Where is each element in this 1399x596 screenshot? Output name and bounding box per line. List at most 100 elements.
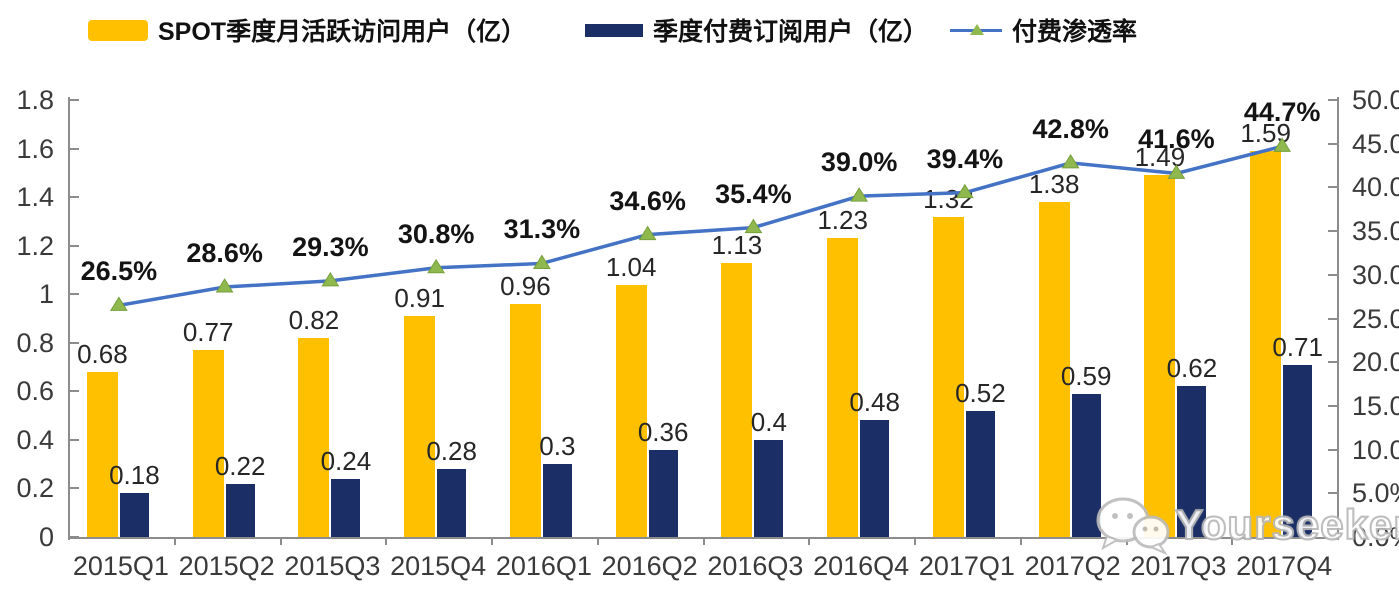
legend-item-penetration: 付费渗透率	[950, 12, 1137, 48]
triangle-marker-icon	[850, 187, 869, 202]
bar-subscribers-value-label: 0.36	[637, 416, 689, 447]
bar-mau-value-label: 0.82	[288, 304, 340, 335]
penetration-value-label: 41.6%	[1138, 124, 1215, 155]
x-axis-tick	[596, 537, 599, 545]
bar-mau	[721, 262, 753, 537]
y-axis-left-tick	[68, 536, 79, 538]
bar-mau	[615, 284, 647, 537]
bar-subscribers	[648, 449, 678, 537]
y-axis-left-tick	[68, 341, 79, 344]
y-axis-left-label: 0.6	[16, 376, 54, 407]
bar-mau-value-label: 1.32	[923, 183, 974, 214]
penetration-value-label: 39.4%	[926, 143, 1004, 174]
x-axis-tick	[173, 537, 176, 545]
y-axis-right-label: 20.0%	[1352, 347, 1399, 378]
bar-subscribers	[331, 478, 361, 537]
bar-mau-value-label: 0.96	[500, 270, 551, 301]
y-axis-left-tick	[68, 438, 79, 441]
y-axis-right-label: 0.0%	[1352, 522, 1399, 552]
bar-subscribers	[1071, 393, 1101, 537]
penetration-value-label: 28.6%	[186, 238, 263, 269]
y-axis-right	[1337, 97, 1339, 540]
y-axis-right-tick	[1328, 536, 1338, 538]
x-axis-label: 2015Q4	[390, 551, 487, 581]
bar-subscribers-value-label: 0.18	[109, 460, 160, 491]
legend-item-mau: SPOT季度月活跃访问用户（亿）	[88, 12, 526, 48]
x-axis-label: 2017Q4	[1236, 551, 1333, 581]
y-axis-left-tick	[68, 147, 79, 150]
y-axis-right-tick	[1328, 361, 1338, 364]
y-axis-left-tick	[68, 196, 79, 199]
y-axis-right-tick	[1328, 273, 1338, 276]
bar-subscribers	[1177, 386, 1207, 537]
bar-mau-value-label: 1.04	[605, 251, 657, 282]
penetration-value-label: 31.3%	[503, 214, 581, 245]
x-axis-label: 2016Q2	[601, 551, 698, 581]
y-axis-left-label: 0.8	[16, 327, 54, 358]
subscribers-bar-swatch-icon	[585, 23, 643, 37]
penetration-value-label: 39.0%	[820, 147, 898, 178]
y-axis-left-tick	[68, 244, 79, 247]
bar-subscribers	[225, 483, 255, 537]
penetration-value-label: 26.5%	[80, 256, 158, 287]
bar-mau	[509, 303, 541, 537]
bar-subscribers	[437, 469, 467, 537]
bar-subscribers-value-label: 0.4	[750, 406, 787, 437]
y-axis-left-tick	[68, 99, 79, 101]
y-axis-left-tick	[68, 293, 79, 296]
y-axis-left-label: 1.4	[16, 182, 54, 213]
x-axis-tick	[279, 537, 282, 545]
penetration-value-label: 42.8%	[1032, 113, 1109, 144]
x-axis-tick	[491, 537, 493, 545]
x-axis-label: 2015Q2	[178, 551, 275, 581]
x-axis-label: 2016Q3	[707, 551, 804, 581]
bar-subscribers-value-label: 0.22	[214, 450, 266, 481]
penetration-line-path	[118, 144, 1283, 308]
y-axis-right-tick	[1328, 448, 1338, 451]
legend-label-subscribers: 季度付费订阅用户（亿）	[653, 18, 929, 46]
y-axis-right-label: 50.0%	[1352, 85, 1399, 115]
y-axis-right-tick	[1328, 99, 1338, 101]
y-axis-left-label: 0	[38, 522, 54, 552]
triangle-marker-icon	[109, 296, 128, 311]
bar-subscribers-value-label: 0.71	[1272, 331, 1323, 362]
penetration-value-label: 35.4%	[715, 178, 792, 209]
bar-subscribers-value-label: 0.24	[320, 445, 372, 476]
y-axis-right-tick	[1328, 492, 1338, 495]
penetration-value-label: 30.8%	[397, 218, 475, 249]
triangle-marker-icon	[321, 271, 340, 287]
bar-mau-value-label: 1.13	[711, 229, 763, 260]
y-axis-left-label: 1.8	[16, 85, 54, 115]
x-axis-label: 2017Q3	[1130, 551, 1227, 581]
watermark-text: Yourseeker	[1174, 500, 1399, 549]
x-axis-label: 2016Q4	[813, 551, 910, 581]
bar-mau	[932, 216, 964, 537]
bar-subscribers-value-label: 0.52	[955, 377, 1006, 408]
y-axis-right-tick	[1328, 186, 1338, 189]
bar-subscribers-value-label: 0.3	[539, 431, 576, 462]
wechat-icon	[1096, 497, 1170, 556]
x-axis-label: 2017Q1	[918, 551, 1015, 581]
bar-subscribers	[119, 493, 149, 537]
bar-mau	[86, 371, 118, 537]
y-axis-left-tick	[68, 390, 79, 393]
x-axis-label: 2015Q3	[284, 551, 381, 581]
penetration-value-label: 34.6%	[609, 185, 686, 216]
y-axis-right-label: 25.0%	[1352, 303, 1399, 334]
penetration-value-label: 44.7%	[1243, 97, 1321, 128]
bar-mau-value-label: 0.77	[182, 317, 234, 348]
triangle-marker-icon	[532, 254, 551, 269]
watermark: Yourseeker	[1093, 494, 1399, 556]
bar-mau-value-label: 0.91	[394, 283, 445, 314]
y-axis-left-label: 1.6	[16, 133, 54, 164]
y-axis-left-label: 1	[38, 279, 54, 310]
y-axis-right-tick	[1328, 404, 1338, 407]
y-axis-right-label: 30.0%	[1352, 259, 1399, 290]
triangle-marker-icon	[215, 278, 234, 293]
x-axis-label: 2015Q1	[72, 551, 169, 581]
legend-label-mau: SPOT季度月活跃访问用户（亿）	[158, 18, 527, 46]
y-axis-left-label: 0.2	[16, 473, 54, 504]
legend-item-subscribers: 季度付费订阅用户（亿）	[585, 12, 928, 48]
triangle-marker-icon	[638, 225, 657, 241]
